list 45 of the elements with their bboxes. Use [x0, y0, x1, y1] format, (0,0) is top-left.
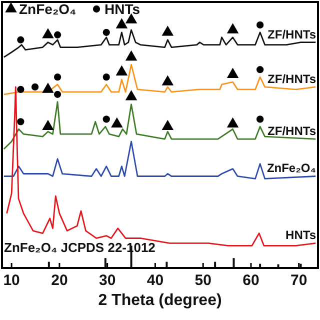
point	[256, 66, 264, 74]
point	[42, 82, 54, 93]
point	[54, 90, 62, 98]
point	[226, 23, 239, 34]
point	[125, 90, 138, 100]
point	[116, 65, 128, 76]
legend-label: HNTs	[104, 1, 140, 17]
series-label: HNTs	[286, 228, 316, 242]
x-tick-label: 10	[3, 272, 20, 289]
x-tick-label: 40	[146, 272, 164, 289]
point	[102, 116, 110, 123]
x-tick-label: 30	[98, 272, 116, 289]
point	[125, 50, 138, 61]
point	[162, 75, 174, 86]
point	[111, 117, 123, 128]
series-label: ZF/HNTs	[268, 72, 316, 86]
point	[102, 28, 110, 36]
series-label: ZnFe₂O₄	[266, 161, 316, 176]
series-label: ZF/HNTs	[268, 27, 316, 42]
point	[102, 73, 110, 81]
point	[31, 83, 39, 91]
point	[162, 26, 174, 36]
point	[17, 118, 24, 126]
point	[256, 21, 264, 29]
x-tick-label: 60	[242, 272, 260, 289]
point	[256, 116, 264, 123]
bar	[232, 258, 235, 268]
point	[226, 68, 239, 78]
point	[226, 117, 239, 128]
bar	[104, 258, 106, 268]
point	[42, 120, 54, 130]
point	[54, 31, 62, 38]
point	[116, 18, 128, 28]
series-label: ZF/HNTs	[268, 124, 316, 138]
point	[42, 28, 54, 38]
point	[17, 86, 24, 93]
x-axis-title: 2 Theta (degree)	[98, 292, 222, 309]
x-tick-label: 70	[290, 272, 308, 289]
series-label: ZnFe₂O₄ JCPDS 22-1012	[4, 240, 156, 255]
point	[54, 73, 62, 81]
legend-label: ZnFe₂O₄	[19, 1, 76, 17]
x-tick-label: 20	[51, 272, 68, 289]
x-tick-label: 50	[194, 272, 212, 289]
point	[162, 120, 174, 130]
point	[17, 36, 24, 44]
